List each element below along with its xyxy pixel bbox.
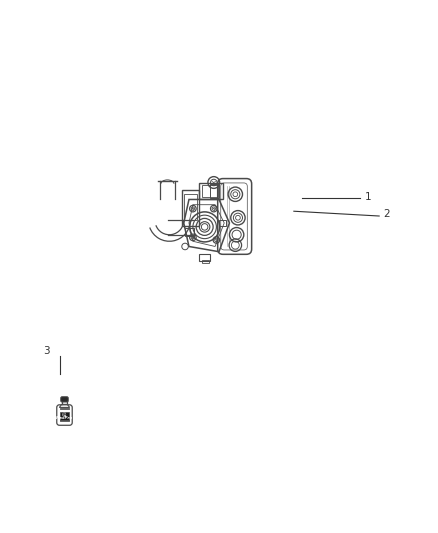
Text: 3: 3 — [43, 346, 49, 357]
Bar — [199, 254, 210, 261]
Text: 1: 1 — [365, 192, 371, 202]
Bar — [210, 184, 219, 198]
Bar — [185, 228, 194, 236]
Bar — [199, 182, 223, 199]
Bar — [60, 411, 69, 419]
Bar — [184, 194, 197, 220]
FancyBboxPatch shape — [61, 397, 68, 402]
Bar — [202, 260, 208, 263]
Bar — [202, 185, 218, 197]
Bar — [183, 190, 199, 225]
Text: 2: 2 — [384, 209, 390, 219]
Circle shape — [63, 413, 67, 417]
Text: MaxPro: MaxPro — [56, 416, 73, 420]
Text: M: M — [62, 413, 67, 417]
Bar — [219, 220, 226, 225]
